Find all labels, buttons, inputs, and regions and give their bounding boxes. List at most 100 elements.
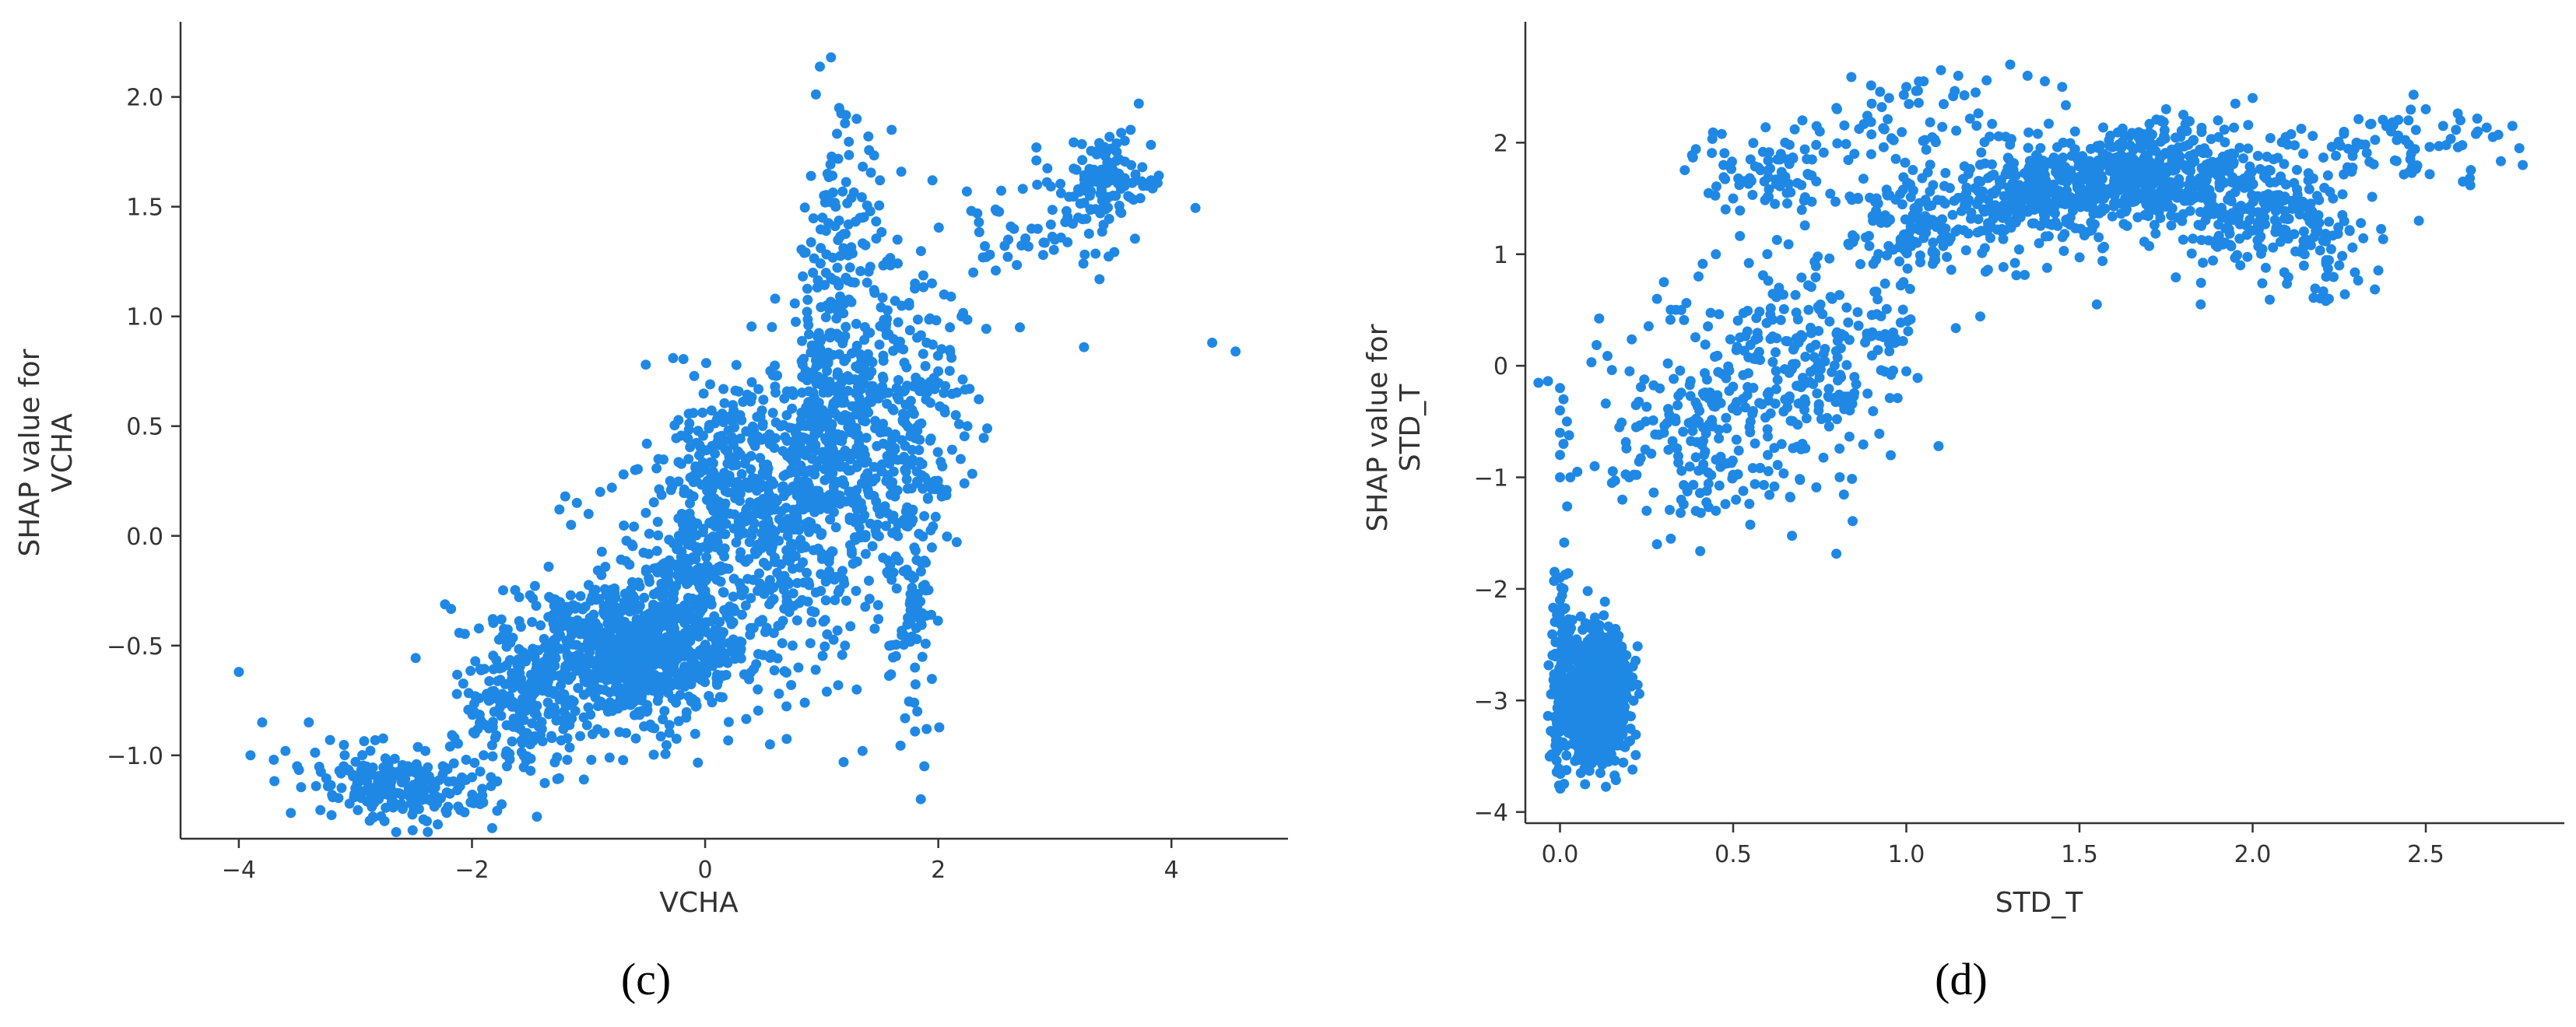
chart-c-point: [513, 717, 524, 727]
chart-c-point: [710, 448, 721, 459]
chart-d-point: [1733, 445, 1744, 456]
chart-c-point: [991, 205, 1002, 216]
chart-c-point: [857, 212, 868, 223]
chart-c-point: [813, 371, 823, 382]
chart-c-point: [662, 657, 673, 668]
chart-c-point: [974, 394, 984, 405]
chart-c-point: [754, 616, 765, 627]
chart-c-point: [918, 349, 928, 359]
chart-d-point: [1778, 303, 1789, 314]
chart-c-point: [550, 620, 561, 631]
chart-d-point: [1595, 768, 1606, 778]
chart-c-point: [491, 655, 502, 665]
chart-d-point: [1932, 195, 1943, 205]
chart-c-point: [693, 631, 704, 642]
chart-d-point: [1790, 289, 1801, 300]
chart-c-point: [1055, 178, 1066, 189]
chart-d-point: [1627, 334, 1637, 345]
chart-c-point: [474, 692, 485, 703]
chart-c-point: [714, 616, 725, 627]
chart-c-point: [575, 591, 586, 601]
chart-c-point: [683, 539, 693, 550]
chart-c-point: [574, 657, 585, 668]
chart-c-point: [828, 153, 839, 164]
chart-c-point: [617, 645, 628, 656]
chart-c-point: [1090, 248, 1101, 259]
chart-d-point: [1738, 485, 1749, 496]
chart-d-point: [1624, 366, 1635, 377]
chart-d-point: [1663, 404, 1673, 415]
chart-c-point: [627, 692, 638, 703]
chart-c-point: [942, 531, 953, 542]
chart-c-point: [1023, 241, 1034, 252]
chart-c-point: [470, 656, 481, 667]
chart-c-point: [831, 313, 842, 324]
chart-c-point: [926, 674, 937, 685]
chart-d-point: [1694, 488, 1705, 499]
chart-c-point: [786, 680, 797, 690]
chart-d-point: [1928, 180, 1939, 191]
chart-c-point: [359, 736, 370, 747]
chart-c-point: [618, 667, 629, 678]
chart-c-point: [1079, 342, 1090, 352]
chart-c-point: [280, 745, 291, 756]
chart-c-point: [848, 559, 858, 569]
chart-c-point: [644, 573, 655, 584]
chart-c-point: [901, 362, 912, 373]
chart-c-point: [716, 430, 727, 441]
chart-d-point: [1795, 475, 1806, 485]
chart-d-point: [1542, 376, 1553, 387]
chart-d-point: [1813, 325, 1824, 336]
chart-d-point: [1960, 245, 1971, 256]
chart-d-point: [1905, 191, 1916, 202]
chart-c-point: [510, 585, 521, 595]
chart-c-point: [512, 660, 523, 671]
chart-c-point: [560, 699, 571, 709]
chart-c-point: [539, 778, 550, 788]
chart-c-point: [746, 531, 757, 542]
chart-c-point: [527, 718, 538, 729]
chart-d-point: [1643, 321, 1654, 331]
chart-d-point: [1672, 443, 1683, 454]
chart-c-point: [1047, 205, 1058, 216]
chart-c-point: [854, 522, 865, 533]
chart-c-point: [919, 761, 930, 772]
chart-c-point: [914, 445, 925, 455]
chart-c-point: [728, 591, 739, 602]
chart-c-point: [456, 772, 467, 783]
chart-c-point: [869, 623, 880, 634]
chart-c-point: [825, 514, 836, 525]
chart-c-point: [782, 531, 793, 542]
chart-d-point: [1911, 237, 1922, 248]
chart-c-point: [800, 366, 811, 376]
chart-d-point: [1665, 304, 1676, 315]
chart-d-point: [1847, 474, 1858, 484]
chart-c-point: [788, 390, 798, 401]
chart-c-point: [1069, 137, 1079, 148]
chart-c-point: [883, 426, 893, 437]
chart-c-point: [921, 338, 932, 348]
chart-c-point: [875, 175, 886, 186]
chart-d-point: [1640, 444, 1651, 455]
chart-c-point: [1119, 135, 1130, 146]
chart-d-point: [1556, 643, 1567, 654]
chart-d-point: [1858, 439, 1869, 450]
chart-c-point: [566, 630, 577, 640]
chart-d-point: [1894, 256, 1905, 267]
chart-d-point: [1838, 489, 1849, 500]
chart-c-point: [917, 651, 928, 662]
chart-c-point: [704, 691, 714, 701]
chart-d-point: [1554, 672, 1565, 683]
chart-c-point: [932, 447, 943, 457]
chart-c-point: [292, 761, 303, 772]
chart-c-point: [908, 408, 919, 419]
chart-c-point: [618, 755, 629, 766]
chart-d-point: [1630, 750, 1641, 760]
chart-c-point: [671, 734, 682, 744]
chart-c-point: [782, 577, 793, 587]
chart-d-point: [1852, 307, 1863, 317]
chart-c-point: [661, 632, 672, 643]
chart-d-point: [1571, 674, 1582, 685]
chart-c-point: [904, 696, 914, 707]
chart-c-point: [787, 563, 798, 574]
